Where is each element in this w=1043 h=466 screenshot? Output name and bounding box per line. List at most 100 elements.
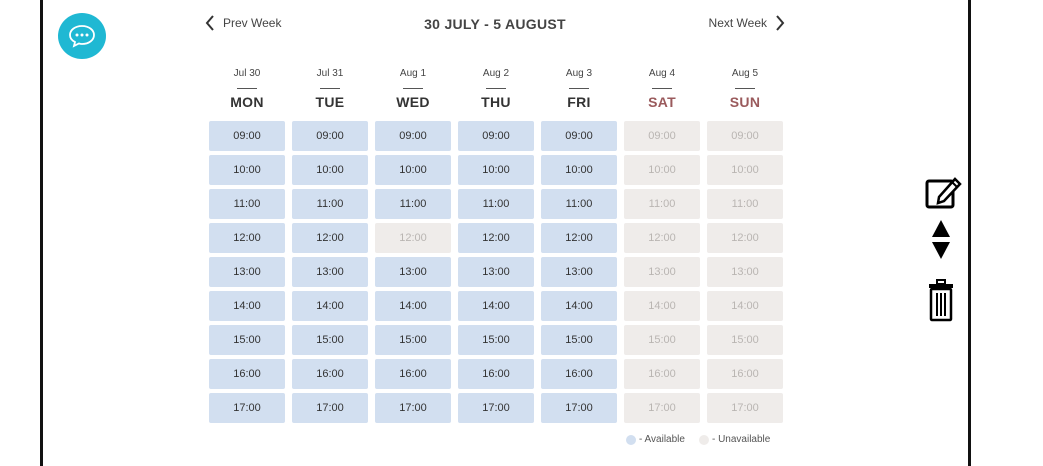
- time-slot-available[interactable]: 16:00: [541, 359, 617, 389]
- time-slot-unavailable: 11:00: [707, 189, 783, 219]
- chat-button[interactable]: [58, 13, 106, 59]
- time-slot-available[interactable]: 09:00: [541, 121, 617, 151]
- next-week-button[interactable]: Next Week: [709, 14, 785, 32]
- day-date: Aug 5: [731, 68, 759, 79]
- day-name: TUE: [315, 94, 345, 110]
- trash-icon: [929, 279, 953, 322]
- move-button[interactable]: [922, 218, 960, 262]
- time-slot-available[interactable]: 15:00: [458, 325, 534, 355]
- time-slot-available[interactable]: 14:00: [209, 291, 285, 321]
- time-slot-available[interactable]: 16:00: [375, 359, 451, 389]
- time-slot-available[interactable]: 10:00: [541, 155, 617, 185]
- time-slot-available[interactable]: 14:00: [541, 291, 617, 321]
- time-slot-available[interactable]: 14:00: [375, 291, 451, 321]
- time-slot-available[interactable]: 12:00: [209, 223, 285, 253]
- time-slot-available[interactable]: 15:00: [541, 325, 617, 355]
- day-date: Aug 2: [482, 68, 510, 79]
- time-slot-available[interactable]: 11:00: [458, 189, 534, 219]
- available-swatch: [626, 434, 636, 445]
- day-date: Jul 30: [233, 68, 261, 79]
- week-range-title: 30 JULY - 5 AUGUST: [424, 16, 566, 32]
- time-slot-unavailable: 09:00: [707, 121, 783, 151]
- time-slot-list: 09:00 10:00 11:00 12:00 13:00 14:00 15:00 16:00…: [624, 121, 700, 423]
- time-slot-available[interactable]: 13:00: [458, 257, 534, 287]
- time-slot-unavailable: 12:00: [624, 223, 700, 253]
- time-slot-available[interactable]: 15:00: [292, 325, 368, 355]
- time-slot-list: 09:00 10:00 11:00 12:00 13:00 14:00 15:00 16:00…: [707, 121, 783, 423]
- time-slot-list: 09:00 10:00 11:00 12:00 13:00 14:00 15:00 16:00…: [458, 121, 534, 423]
- legend-unavailable-label: - Unavailable: [711, 434, 771, 445]
- time-slot-available[interactable]: 12:00: [458, 223, 534, 253]
- time-slot-available[interactable]: 09:00: [375, 121, 451, 151]
- time-slot-available[interactable]: 16:00: [458, 359, 534, 389]
- time-slot-unavailable: 11:00: [624, 189, 700, 219]
- time-slot-unavailable: 17:00: [707, 393, 783, 423]
- chevron-right-icon: [776, 15, 785, 31]
- time-slot-list: 09:00 10:00 11:00 12:00 13:00 14:00 15:00 16:00…: [375, 121, 451, 423]
- day-date: Aug 1: [399, 68, 427, 79]
- time-slot-available[interactable]: 14:00: [292, 291, 368, 321]
- time-slot-available[interactable]: 10:00: [292, 155, 368, 185]
- day-name: THU: [481, 94, 511, 110]
- time-slot-available[interactable]: 11:00: [292, 189, 368, 219]
- legend-available-label: - Available: [639, 434, 685, 445]
- time-slot-unavailable: 10:00: [624, 155, 700, 185]
- edit-button[interactable]: [922, 172, 964, 214]
- time-slot-list: 09:00 10:00 11:00 12:00 13:00 14:00 15:00 16:00…: [209, 121, 285, 423]
- time-slot-available[interactable]: 14:00: [458, 291, 534, 321]
- time-slot-available[interactable]: 11:00: [375, 189, 451, 219]
- time-slot-available[interactable]: 15:00: [375, 325, 451, 355]
- day-date: Aug 3: [565, 68, 593, 79]
- delete-button[interactable]: [922, 277, 960, 323]
- time-slot-available[interactable]: 17:00: [541, 393, 617, 423]
- legend: - Available - Unavailable: [626, 434, 770, 445]
- legend-available: - Available: [626, 434, 685, 445]
- time-slot-available[interactable]: 12:00: [292, 223, 368, 253]
- time-slot-available[interactable]: 11:00: [541, 189, 617, 219]
- time-slot-available[interactable]: 17:00: [209, 393, 285, 423]
- time-slot-available[interactable]: 13:00: [541, 257, 617, 287]
- day-column: Aug 5 SUN 09:00 10:00 11:00 12:00 13:00 14:00 15…: [707, 66, 783, 423]
- time-slot-unavailable: 14:00: [707, 291, 783, 321]
- time-slot-available[interactable]: 17:00: [292, 393, 368, 423]
- time-slot-available[interactable]: 17:00: [458, 393, 534, 423]
- time-slot-available[interactable]: 11:00: [209, 189, 285, 219]
- time-slot-list: 09:00 10:00 11:00 12:00 13:00 14:00 15:00 16:00…: [292, 121, 368, 423]
- day-divider: [237, 88, 257, 89]
- chat-bubble-icon: [69, 25, 95, 48]
- time-slot-available[interactable]: 12:00: [541, 223, 617, 253]
- prev-week-button[interactable]: Prev Week: [205, 14, 281, 32]
- day-divider: [569, 88, 589, 89]
- day-name: SUN: [729, 94, 761, 110]
- time-slot-available[interactable]: 16:00: [209, 359, 285, 389]
- prev-week-label: Prev Week: [223, 16, 282, 30]
- schedule-grid: Jul 30 MON 09:00 10:00 11:00 12:00 13:00 14:00 1…: [209, 66, 783, 423]
- day-column: Jul 30 MON 09:00 10:00 11:00 12:00 13:00 14:00 1…: [209, 66, 285, 423]
- time-slot-available[interactable]: 10:00: [375, 155, 451, 185]
- day-column: Jul 31 TUE 09:00 10:00 11:00 12:00 13:00 14:00 1…: [292, 66, 368, 423]
- time-slot-available[interactable]: 16:00: [292, 359, 368, 389]
- time-slot-available[interactable]: 13:00: [292, 257, 368, 287]
- day-name: MON: [230, 94, 264, 110]
- time-slot-available[interactable]: 10:00: [458, 155, 534, 185]
- day-date: Jul 31: [316, 68, 344, 79]
- time-slot-available[interactable]: 09:00: [458, 121, 534, 151]
- time-slot-unavailable: 16:00: [624, 359, 700, 389]
- time-slot-available[interactable]: 13:00: [375, 257, 451, 287]
- legend-unavailable: - Unavailable: [698, 434, 771, 445]
- time-slot-unavailable: 13:00: [624, 257, 700, 287]
- time-slot-available[interactable]: 17:00: [375, 393, 451, 423]
- time-slot-unavailable: 12:00: [707, 223, 783, 253]
- day-divider: [320, 88, 340, 89]
- time-slot-available[interactable]: 09:00: [209, 121, 285, 151]
- day-name: WED: [396, 94, 430, 110]
- chevron-left-icon: [205, 15, 214, 31]
- day-column: Aug 2 THU 09:00 10:00 11:00 12:00 13:00 14:00 15…: [458, 66, 534, 423]
- week-navigation: Prev Week 30 JULY - 5 AUGUST Next Week: [205, 10, 785, 38]
- time-slot-available[interactable]: 13:00: [209, 257, 285, 287]
- time-slot-unavailable: 13:00: [707, 257, 783, 287]
- time-slot-unavailable: 16:00: [707, 359, 783, 389]
- time-slot-available[interactable]: 09:00: [292, 121, 368, 151]
- time-slot-available[interactable]: 10:00: [209, 155, 285, 185]
- time-slot-available[interactable]: 15:00: [209, 325, 285, 355]
